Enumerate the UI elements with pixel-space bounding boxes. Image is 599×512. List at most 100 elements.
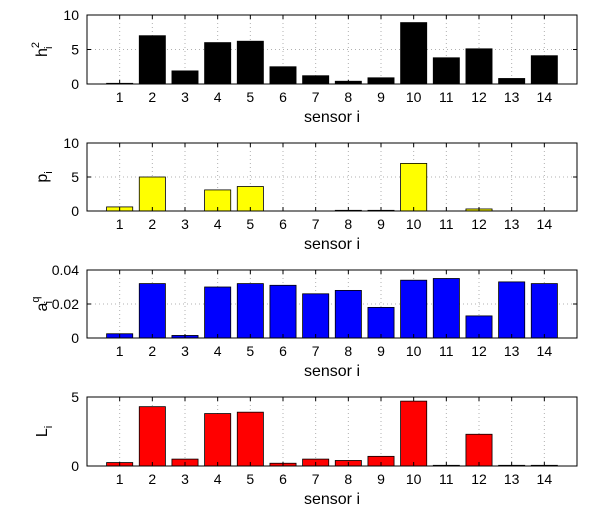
bar-sensor-13 [498, 281, 526, 339]
x-tick-label: 11 [439, 471, 454, 487]
bar-sensor-10 [400, 400, 428, 467]
x-tick-label: 9 [377, 89, 385, 105]
y-tick-label: 0.02 [52, 296, 79, 312]
y-tick-label: 0 [71, 330, 79, 346]
x-tick-label: 6 [279, 216, 287, 232]
x-tick-label: 9 [377, 343, 385, 359]
x-tick-label: 13 [504, 471, 520, 487]
x-tick-label: 7 [312, 216, 320, 232]
bar-sensor-12 [465, 48, 493, 85]
x-tick-label: 13 [504, 343, 520, 359]
y-tick-label: 5 [71, 169, 79, 185]
x-tick-label: 12 [471, 471, 487, 487]
bar-sensor-5 [236, 40, 264, 85]
x-tick-label: 10 [406, 343, 422, 359]
y-tick-label: 0.04 [52, 262, 79, 278]
x-tick-label: 4 [214, 216, 222, 232]
bar-sensor-5 [236, 186, 264, 212]
bar-sensor-8 [334, 289, 362, 339]
x-tick-label: 8 [344, 343, 352, 359]
y-tick-label: 10 [63, 135, 79, 151]
x-tick-label: 5 [246, 216, 254, 232]
x-tick-label: 6 [279, 89, 287, 105]
x-tick-label: 5 [246, 343, 254, 359]
y-tick-label: 0 [71, 203, 79, 219]
x-tick-label: 11 [439, 343, 454, 359]
bar-sensor-10 [400, 162, 428, 212]
x-axis-label: sensor i [304, 363, 360, 380]
x-tick-label: 12 [471, 343, 487, 359]
y-axis-label: aqi [30, 296, 55, 311]
x-tick-label: 2 [148, 89, 156, 105]
bar-sensor-4 [204, 413, 232, 467]
bar-sensor-5 [236, 411, 264, 467]
bar-sensor-14 [530, 55, 558, 85]
x-tick-label: 9 [377, 216, 385, 232]
y-axis-label: h2i [30, 42, 55, 57]
x-tick-label: 6 [279, 343, 287, 359]
x-tick-label: 8 [344, 89, 352, 105]
x-tick-label: 2 [148, 471, 156, 487]
x-tick-label: 3 [181, 343, 189, 359]
x-tick-label: 14 [537, 89, 553, 105]
x-tick-label: 8 [344, 471, 352, 487]
x-tick-label: 1 [116, 343, 124, 359]
axes-box [86, 396, 578, 467]
y-tick-label: 5 [71, 389, 79, 405]
x-tick-label: 3 [181, 89, 189, 105]
bar-sensor-11 [432, 57, 460, 85]
x-axis-label: sensor i [304, 491, 360, 508]
bar-sensor-10 [400, 279, 428, 339]
bar-sensor-4 [204, 286, 232, 339]
x-tick-label: 5 [246, 89, 254, 105]
bar-sensor-2 [138, 406, 166, 467]
x-tick-label: 14 [537, 216, 553, 232]
x-tick-label: 7 [312, 89, 320, 105]
x-tick-label: 1 [116, 216, 124, 232]
x-tick-label: 3 [181, 216, 189, 232]
x-tick-label: 11 [439, 89, 454, 105]
x-tick-label: 1 [116, 471, 124, 487]
x-axis-label: sensor i [304, 236, 360, 253]
y-tick-label: 10 [63, 7, 79, 23]
bar-sensor-6 [269, 284, 297, 339]
bar-sensor-7 [302, 293, 330, 339]
x-tick-label: 10 [406, 89, 422, 105]
x-tick-label: 6 [279, 471, 287, 487]
x-tick-label: 8 [344, 216, 352, 232]
x-tick-label: 13 [504, 216, 520, 232]
bar-sensor-11 [432, 278, 460, 339]
x-tick-label: 4 [214, 471, 222, 487]
y-tick-label: 5 [71, 42, 79, 58]
bar-sensor-2 [138, 283, 166, 339]
x-tick-label: 11 [439, 216, 454, 232]
x-tick-label: 4 [214, 343, 222, 359]
bar-sensor-4 [204, 42, 232, 85]
bar-sensor-14 [530, 283, 558, 339]
x-tick-label: 1 [116, 89, 124, 105]
x-tick-label: 14 [537, 343, 553, 359]
x-tick-label: 3 [181, 471, 189, 487]
bar-sensor-5 [236, 283, 264, 339]
x-tick-label: 10 [406, 471, 422, 487]
x-tick-label: 12 [471, 216, 487, 232]
bar-sensor-2 [138, 35, 166, 85]
plot-area [87, 397, 577, 466]
bar-sensor-10 [400, 22, 428, 85]
x-tick-label: 7 [312, 343, 320, 359]
y-axis-label: pi [34, 171, 55, 182]
x-tick-label: 2 [148, 343, 156, 359]
x-tick-label: 7 [312, 471, 320, 487]
y-tick-label: 0 [71, 458, 79, 474]
bar-sensor-9 [367, 306, 395, 339]
bar-sensor-2 [138, 176, 166, 212]
x-tick-label: 12 [471, 89, 487, 105]
y-axis-label: Li [34, 426, 55, 437]
x-axis-label: sensor i [304, 109, 360, 126]
x-tick-label: 5 [246, 471, 254, 487]
